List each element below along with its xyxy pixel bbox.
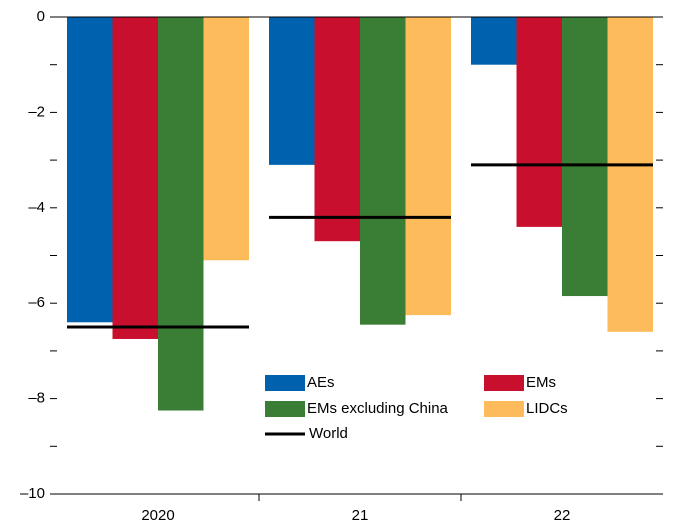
bar <box>158 17 204 411</box>
y-tick-label: –6 <box>28 294 45 311</box>
x-tick-label: 2020 <box>141 507 174 524</box>
legend-swatch <box>484 375 524 391</box>
legend-label: EMs <box>526 374 556 391</box>
x-tick-label: 22 <box>554 507 571 524</box>
legend-label: World <box>309 425 348 442</box>
y-tick-label: –2 <box>28 103 45 120</box>
bar <box>562 17 608 297</box>
bar <box>203 17 249 261</box>
bar <box>269 17 315 165</box>
bar <box>471 17 517 65</box>
bar <box>607 17 653 332</box>
legend-label: LIDCs <box>526 400 568 417</box>
bar <box>112 17 158 339</box>
legend-label: EMs excluding China <box>307 400 449 417</box>
y-tick-label: –4 <box>28 199 45 216</box>
y-tick-label: –10 <box>20 485 45 502</box>
y-tick-label: –8 <box>28 390 45 407</box>
bar <box>360 17 406 325</box>
x-tick-label: 21 <box>352 507 369 524</box>
legend-label: AEs <box>307 374 335 391</box>
legend-swatch <box>265 401 305 417</box>
bar <box>314 17 360 242</box>
y-tick-label: 0 <box>37 8 45 25</box>
bar <box>516 17 562 227</box>
legend-swatch <box>484 401 524 417</box>
bar <box>67 17 113 323</box>
legend-swatch <box>265 375 305 391</box>
bar <box>405 17 451 316</box>
